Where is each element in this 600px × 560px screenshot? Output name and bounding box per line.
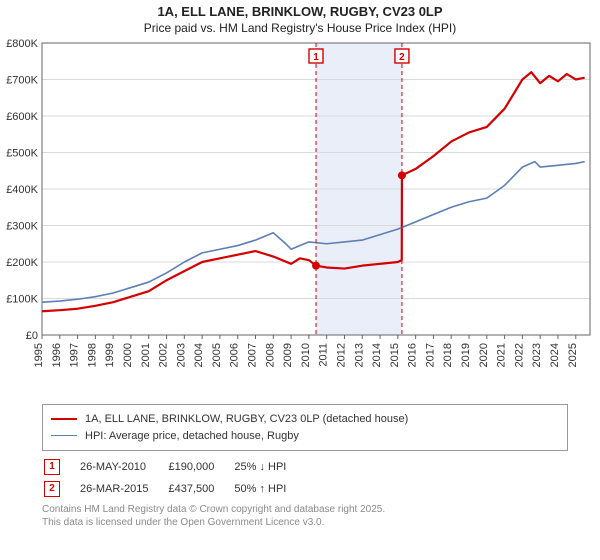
y-tick-label: £500K <box>6 148 38 160</box>
x-tick-label: 2005 <box>211 343 223 367</box>
legend-row: 1A, ELL LANE, BRINKLOW, RUGBY, CV23 0LP … <box>51 411 559 428</box>
sales-table: 1 26-MAY-2010£190,00025% ↓ HPI 2 26-MAR-201… <box>42 455 306 501</box>
title-block: 1A, ELL LANE, BRINKLOW, RUGBY, CV23 0LP … <box>0 0 600 35</box>
x-tick-label: 2006 <box>229 343 241 367</box>
x-tick-label: 2023 <box>531 343 543 367</box>
chart-svg: £0 £100K £200K £300K £400K £500K £600K £700K £80… <box>0 35 600 395</box>
x-tick-label: 1997 <box>69 343 81 367</box>
y-tick-label: £400K <box>6 184 38 196</box>
sale-marker-dot <box>398 171 406 179</box>
sale-delta: 50% ↑ HPI <box>234 479 304 499</box>
attribution: Contains HM Land Registry data © Crown c… <box>42 503 568 529</box>
x-tick-label: 2011 <box>318 343 330 367</box>
title-address: 1A, ELL LANE, BRINKLOW, RUGBY, CV23 0LP <box>0 4 600 19</box>
x-tick-label: 2020 <box>478 343 490 367</box>
y-tick-label: £100K <box>6 294 38 306</box>
attribution-line1: Contains HM Land Registry data © Crown c… <box>42 503 568 516</box>
y-tick-label: £800K <box>6 38 38 50</box>
x-tick-label: 1999 <box>104 343 116 367</box>
legend: 1A, ELL LANE, BRINKLOW, RUGBY, CV23 0LP … <box>42 404 568 451</box>
y-tick-label: £600K <box>6 111 38 123</box>
sale-row-marker: 1 <box>44 459 60 475</box>
sale-marker-num: 2 <box>399 52 405 63</box>
x-tick-label: 2022 <box>513 343 525 367</box>
legend-swatch <box>51 435 77 436</box>
x-tick-label: 2024 <box>549 343 561 367</box>
x-tick-label: 2008 <box>264 343 276 367</box>
x-tick-label: 2014 <box>371 343 383 367</box>
x-tick-label: 1996 <box>51 343 63 367</box>
sale-price: £437,500 <box>168 479 232 499</box>
x-tick-label: 2025 <box>567 343 579 367</box>
x-tick-label: 2000 <box>122 343 134 367</box>
legend-row: HPI: Average price, detached house, Rugb… <box>51 428 559 445</box>
sale-delta: 25% ↓ HPI <box>234 457 304 477</box>
legend-label: 1A, ELL LANE, BRINKLOW, RUGBY, CV23 0LP … <box>85 411 408 428</box>
sale-row: 1 26-MAY-2010£190,00025% ↓ HPI <box>44 457 304 477</box>
y-tick-label: £300K <box>6 221 38 233</box>
x-tick-label: 2002 <box>158 343 170 367</box>
attribution-line2: This data is licensed under the Open Gov… <box>42 516 568 529</box>
legend-label: HPI: Average price, detached house, Rugb… <box>85 428 299 445</box>
x-tick-label: 2013 <box>353 343 365 367</box>
legend-swatch <box>51 418 77 420</box>
x-tick-label: 2001 <box>140 343 152 367</box>
x-tick-label: 2016 <box>407 343 419 367</box>
x-tick-label: 2004 <box>193 343 205 367</box>
x-tick-label: 1995 <box>33 343 45 367</box>
x-tick-label: 2019 <box>460 343 472 367</box>
x-tick-label: 2018 <box>442 343 454 367</box>
chart-area: £0 £100K £200K £300K £400K £500K £600K £700K £80… <box>0 35 600 398</box>
sale-date: 26-MAR-2015 <box>80 479 166 499</box>
series-hpi <box>42 162 585 303</box>
x-tick-label: 2021 <box>496 343 508 367</box>
x-tick-label: 2017 <box>424 343 436 367</box>
figure-root: 1A, ELL LANE, BRINKLOW, RUGBY, CV23 0LP … <box>0 0 600 529</box>
sale-marker-dot <box>312 262 320 270</box>
sale-date: 26-MAY-2010 <box>80 457 166 477</box>
series-price_paid <box>42 72 585 311</box>
x-tick-label: 2010 <box>300 343 312 367</box>
x-tick-label: 2009 <box>282 343 294 367</box>
y-tick-label: £700K <box>6 75 38 87</box>
x-tick-label: 2015 <box>389 343 401 367</box>
y-tick-label: £200K <box>6 257 38 269</box>
x-tick-label: 2007 <box>247 343 259 367</box>
x-tick-label: 2012 <box>335 343 347 367</box>
sale-marker-num: 1 <box>313 52 319 63</box>
x-tick-label: 2003 <box>175 343 187 367</box>
title-subtitle: Price paid vs. HM Land Registry's House … <box>0 21 600 35</box>
y-tick-label: £0 <box>26 330 38 342</box>
sale-row: 2 26-MAR-2015£437,50050% ↑ HPI <box>44 479 304 499</box>
x-tick-label: 1998 <box>86 343 98 367</box>
sale-row-marker: 2 <box>44 481 60 497</box>
sale-price: £190,000 <box>168 457 232 477</box>
